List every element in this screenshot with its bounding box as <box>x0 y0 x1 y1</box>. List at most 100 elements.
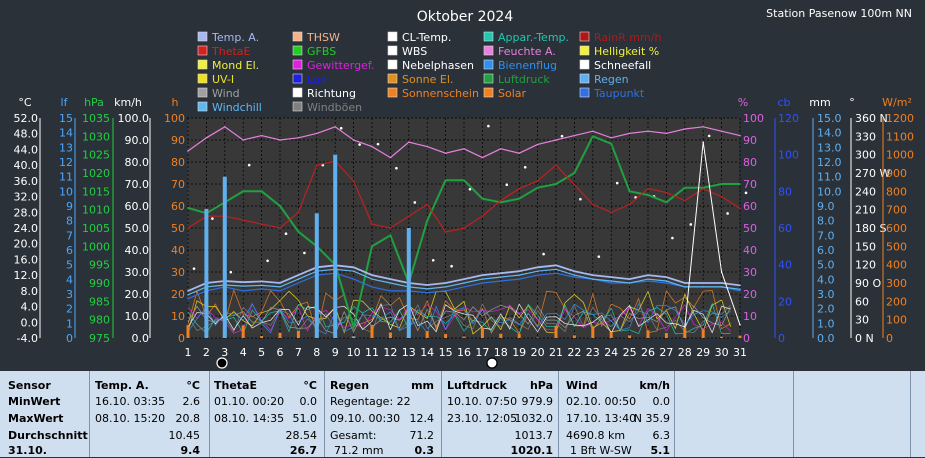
sunshine-bar <box>518 334 521 338</box>
taupunkt-point <box>537 274 539 276</box>
axis-tick-label: 4 <box>66 273 73 286</box>
feuchte-a-point <box>518 152 520 154</box>
legend-label: RainR mm/h <box>594 31 661 44</box>
wind-direction-point <box>561 135 564 138</box>
table-cell: 31.10. <box>8 444 88 458</box>
weather-chart: Oktober 2024 Station Pasenow 100m NN Tem… <box>0 0 925 371</box>
wind-direction-point <box>358 143 361 146</box>
table-cell: Sensor <box>8 379 88 393</box>
table-cell: 51.0 <box>214 412 317 426</box>
legend-label: ThetaE <box>211 45 251 58</box>
axis-tick-label: 90 O <box>855 277 881 290</box>
feuchte-a-point <box>426 146 428 148</box>
sunshine-bar <box>481 328 484 338</box>
legend-swatch <box>484 46 493 55</box>
windchill-point <box>647 278 649 280</box>
axis-tick-label: 80.0 <box>125 156 150 169</box>
temp-a-point <box>187 290 189 292</box>
feuchte-a-point <box>390 157 392 159</box>
taupunkt-point <box>574 276 576 278</box>
regen-bar <box>352 337 356 338</box>
thetae-point <box>390 227 392 229</box>
taupunkt-point <box>390 290 392 292</box>
axis-tick-label: 12.0 <box>14 269 39 282</box>
windchill-point <box>592 278 594 280</box>
station-label: Station Pasenow 100m NN <box>766 7 912 20</box>
axis-tick-label: 40 <box>743 244 757 257</box>
thetae-point <box>408 215 410 217</box>
feuchte-a-point <box>261 135 263 137</box>
wind-direction-point <box>616 182 619 185</box>
axis-tick-label: 44.0 <box>14 143 39 156</box>
regen-bar <box>407 228 411 338</box>
axis-tick-label: 50 <box>171 222 185 235</box>
axis-tick-label: 32.0 <box>14 191 39 204</box>
sunshine-bar <box>628 335 631 338</box>
table-cell: 1020.1 <box>447 444 553 458</box>
axis-tick-label: 52.0 <box>14 112 39 125</box>
temp-a-point <box>261 281 263 283</box>
axis-tick-label: 20 <box>743 288 757 301</box>
axis-tick-label: 1015 <box>82 185 110 198</box>
axis-tick-label: 40 <box>778 259 792 272</box>
x-tick-label: 11 <box>365 346 379 359</box>
regen-bar <box>315 213 319 338</box>
legend-swatch <box>198 102 207 111</box>
sunshine-bar <box>702 330 705 338</box>
feuchte-a-point <box>647 130 649 132</box>
legend-swatch <box>388 60 397 69</box>
windchill-point <box>500 276 502 278</box>
windchill-point <box>518 274 520 276</box>
axis-tick-label: 15.0 <box>817 112 842 125</box>
axis-tick-label: 4.0 <box>21 301 39 314</box>
axis-tick-label: 70 <box>743 178 757 191</box>
table-cell: 6.3 <box>566 429 670 443</box>
axis-tick-label: 16.0 <box>14 253 39 266</box>
temp-a-point <box>518 270 520 272</box>
thetae-point <box>187 227 189 229</box>
x-tick-label: 25 <box>623 346 637 359</box>
feuchte-a-point <box>353 139 355 141</box>
table-separator <box>324 371 325 457</box>
x-tick-label: 18 <box>494 346 508 359</box>
axis-tick-label: 150 <box>855 240 876 253</box>
windchill-point <box>629 282 631 284</box>
taupunkt-point <box>739 290 741 292</box>
taupunkt-point <box>298 282 300 284</box>
feuchte-a-point <box>574 135 576 137</box>
feuchte-a-point <box>298 137 300 139</box>
legend-label: CL-Temp. <box>402 31 451 44</box>
feuchte-a-point <box>666 133 668 135</box>
luftdruck-point <box>390 235 392 237</box>
windchill-point <box>684 286 686 288</box>
luftdruck-point <box>518 198 520 200</box>
axis-tick-label: 1200 <box>886 112 914 125</box>
wind-direction-point <box>303 252 306 255</box>
wind-direction-point <box>745 192 748 195</box>
table-cell: 28.54 <box>214 429 317 443</box>
wind-direction-point <box>542 253 545 256</box>
thetae-point <box>647 188 649 190</box>
wind-direction-point <box>414 201 417 204</box>
table-cell: 12.4 <box>330 412 434 426</box>
legend-label: Windchill <box>212 101 262 114</box>
luftdruck-point <box>482 198 484 200</box>
taupunkt-point <box>426 292 428 294</box>
legend-swatch <box>484 88 493 97</box>
wind-direction-point <box>671 237 674 240</box>
sunshine-bar <box>260 336 263 338</box>
table-separator <box>558 371 559 457</box>
temp-a-point <box>666 276 668 278</box>
luftdruck-point <box>629 191 631 193</box>
thetae-point <box>353 180 355 182</box>
axis-tick-label: 50 <box>743 222 757 235</box>
axis-tick-label: 10.0 <box>817 185 842 198</box>
axis-tick-label: 0.0 <box>132 332 150 345</box>
table-cell: 5.1 <box>566 444 670 458</box>
legend-label: Temp. A. <box>211 31 259 44</box>
sunshine-bar <box>720 337 723 338</box>
table-cell: °C <box>214 379 317 393</box>
legend-swatch <box>388 46 397 55</box>
sunshine-bar <box>739 336 742 338</box>
table-separator <box>910 371 911 457</box>
